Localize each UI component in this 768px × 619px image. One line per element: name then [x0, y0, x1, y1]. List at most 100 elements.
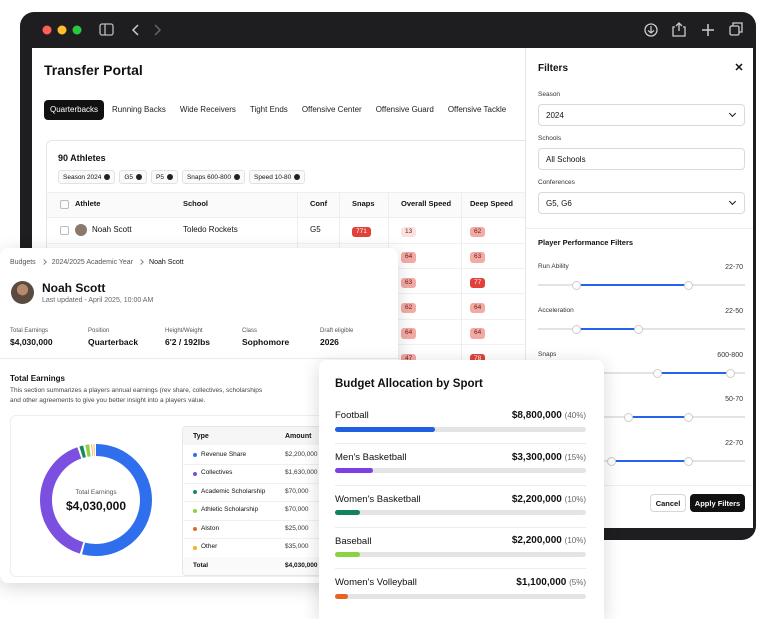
row-divider [183, 519, 383, 521]
slider-range: 600-800 [717, 351, 743, 359]
bar-track [335, 468, 586, 474]
score-badge: 63 [470, 252, 486, 263]
donut-value: $4,030,000 [65, 499, 127, 513]
filter-chip[interactable]: G5 [119, 170, 147, 184]
tabs-icon[interactable] [729, 25, 740, 36]
avatar [11, 281, 34, 304]
slider-knob[interactable] [634, 325, 643, 334]
slider-knob[interactable] [684, 457, 693, 466]
earning-amount: $2,200,000 [285, 450, 318, 458]
score-badge: 78 [470, 353, 486, 365]
earning-amount: $1,630,000 [285, 469, 318, 477]
tab[interactable]: Offensive Center [301, 105, 362, 114]
earning-amount: $70,000 [285, 487, 309, 495]
total-label: Total [193, 561, 209, 569]
checkbox[interactable] [60, 200, 69, 209]
tab[interactable]: Offensive Tackle [447, 105, 507, 114]
row-divider [335, 568, 586, 570]
performance-title: Player Performance Filters [538, 238, 634, 248]
sport-amount: $8,800,000 (40%) [512, 411, 586, 421]
share-bar [335, 426, 436, 432]
filter-chip[interactable]: P5 [150, 170, 178, 184]
field-input[interactable]: All Schools [538, 148, 745, 170]
slider-range: 22-50 [725, 307, 743, 315]
earning-amount: $35,000 [285, 543, 309, 551]
divider [526, 485, 753, 486]
download-icon[interactable] [644, 23, 658, 37]
close-dot[interactable] [42, 25, 52, 35]
close-icon[interactable] [734, 62, 744, 72]
school: Toledo Rockets [183, 225, 238, 234]
slider-range: 22-70 [725, 439, 743, 447]
slider-knob[interactable] [653, 369, 662, 378]
filter-chip[interactable]: Snaps 600-800 [181, 170, 246, 184]
breadcrumb-separator-icon [138, 259, 144, 265]
slider-knob[interactable] [572, 281, 581, 290]
earning-amount: $25,000 [285, 524, 309, 532]
legend-dot [193, 490, 197, 494]
tab[interactable]: Quarterbacks [44, 100, 105, 120]
chip-label: G5 [124, 173, 133, 181]
slider-knob[interactable] [684, 413, 693, 422]
chip-remove[interactable] [135, 174, 142, 180]
filter-chip[interactable]: Speed 10-80 [249, 170, 306, 184]
earning-type: Other [201, 543, 218, 551]
button[interactable]: Cancel [650, 494, 686, 512]
chip-label: Snaps 600-800 [186, 173, 232, 181]
donut-chart [40, 444, 152, 556]
score-badge: 47 [401, 353, 417, 365]
chip-remove[interactable] [234, 174, 241, 180]
athlete-name: Noah Scott [92, 225, 132, 234]
slider-knob[interactable] [572, 325, 581, 334]
slider-fill [628, 416, 688, 418]
stat-label: Class [242, 328, 258, 334]
stat-label: Height/Weight [165, 328, 203, 334]
forward-icon[interactable] [154, 24, 162, 36]
slider-knob[interactable] [624, 413, 633, 422]
column-header: Athlete [75, 199, 101, 209]
bar-track [335, 510, 586, 516]
chip-remove[interactable] [104, 174, 111, 180]
breadcrumb-item[interactable]: 2024/2025 Academic Year [51, 259, 134, 266]
tab[interactable]: Wide Receivers [179, 105, 236, 114]
slider-knob[interactable] [684, 281, 693, 290]
tab[interactable]: Tight Ends [249, 105, 288, 114]
breadcrumb-separator-icon [40, 259, 47, 265]
slider-fill [576, 284, 688, 286]
field-input[interactable]: G5, G6 [538, 192, 745, 214]
score-badge: 62 [401, 302, 417, 314]
filter-chip[interactable]: Season 2024 [58, 170, 116, 184]
share-label: (15%) [564, 452, 586, 462]
chip-remove[interactable] [166, 174, 173, 180]
column-header: School [183, 199, 209, 209]
zoom-dot[interactable] [72, 25, 82, 35]
field-label: Conferences [538, 178, 575, 186]
legend-dot [193, 471, 197, 476]
back-icon[interactable] [131, 24, 139, 36]
share-label: (5%) [569, 578, 586, 588]
legend-dot [193, 527, 197, 531]
slider-knob[interactable] [607, 457, 616, 466]
button[interactable]: Apply Filters [690, 494, 745, 512]
share-label: (40%) [564, 411, 586, 420]
sport-amount: $3,300,000 (15%) [512, 452, 586, 463]
slider-knob[interactable] [726, 369, 735, 378]
stat-label: Total Earnings [10, 328, 49, 334]
tab[interactable]: Running Backs [112, 105, 166, 114]
breadcrumb-item[interactable]: Budgets [10, 259, 36, 266]
field-value: All Schools [546, 155, 586, 164]
minimize-dot[interactable] [57, 25, 67, 35]
new-tab-icon[interactable] [702, 24, 714, 36]
slider-track [538, 372, 745, 374]
row-divider [183, 501, 383, 502]
earning-type: Academic Scholarship [201, 487, 266, 495]
sidebar-icon[interactable] [99, 23, 114, 36]
field-input[interactable]: 2024 [538, 104, 745, 126]
tab[interactable]: Offensive Guard [375, 105, 434, 114]
sport-amount: $2,200,000 (10%) [512, 536, 586, 546]
chip-remove[interactable] [294, 174, 301, 180]
share-icon[interactable] [672, 22, 686, 37]
checkbox[interactable] [60, 226, 69, 235]
slider-range: 50-70 [725, 395, 743, 403]
stat-label: Draft eligible [320, 328, 354, 334]
